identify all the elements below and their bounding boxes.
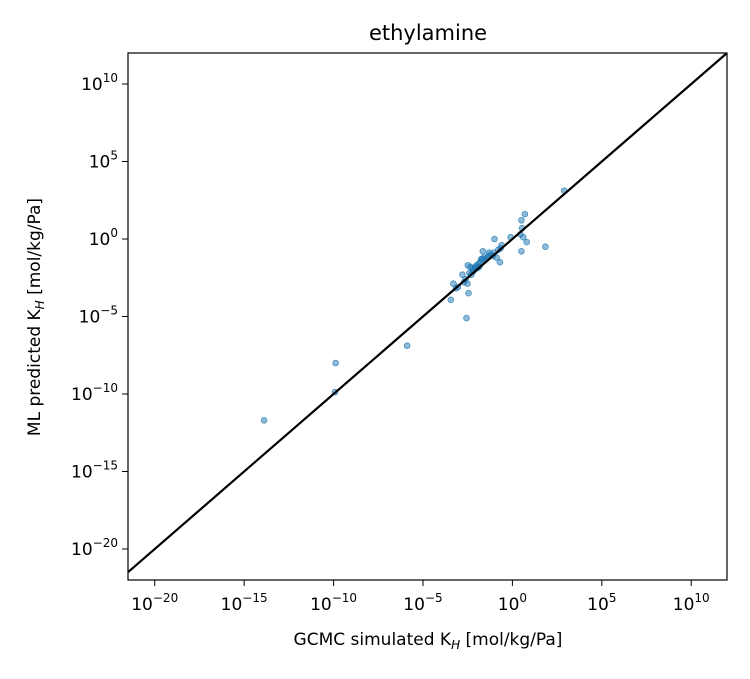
data-point xyxy=(464,280,471,288)
y-axis-label-subscript: H xyxy=(33,300,47,309)
y-tick-label: 10−15 xyxy=(71,459,118,483)
x-axis-label-text: GCMC simulated K xyxy=(294,630,452,650)
data-point xyxy=(479,248,487,255)
data-point xyxy=(518,217,525,224)
x-tick-label: 10−10 xyxy=(310,591,357,615)
y-axis-label: ML predicted KH [mol/kg/Pa] xyxy=(25,198,47,436)
x-tick-label: 10−15 xyxy=(221,591,268,615)
x-axis-label-subscript: H xyxy=(451,638,460,652)
x-tick-label: 10−20 xyxy=(131,591,178,615)
chart-title: ethylamine xyxy=(369,21,487,45)
y-tick-label: 100 xyxy=(89,226,118,250)
x-tick-label: 105 xyxy=(587,591,616,615)
data-point xyxy=(260,416,268,424)
y-axis-label-text: ML predicted K xyxy=(25,308,45,436)
y-tick-label: 105 xyxy=(89,149,118,173)
x-tick-label: 1010 xyxy=(673,591,710,615)
data-point xyxy=(518,248,525,255)
x-axis-label: GCMC simulated KH [mol/kg/Pa] xyxy=(294,630,563,652)
data-point xyxy=(459,271,466,279)
data-point xyxy=(496,258,504,266)
y-tick-label: 10−20 xyxy=(71,536,118,560)
data-point xyxy=(521,210,529,218)
data-point xyxy=(447,296,455,304)
y-tick-label: 10−5 xyxy=(79,304,118,328)
x-axis-label-unit: [mol/kg/Pa] xyxy=(460,630,562,650)
parity-line xyxy=(128,53,727,574)
data-point xyxy=(463,314,470,322)
data-point xyxy=(523,238,530,246)
data-points xyxy=(260,187,568,424)
data-point xyxy=(403,342,411,350)
data-point xyxy=(491,235,498,243)
x-tick-label: 10−5 xyxy=(403,591,442,615)
y-tick-label: 1010 xyxy=(81,71,118,95)
plot-area xyxy=(128,53,727,574)
y-axis-label-unit: [mol/kg/Pa] xyxy=(25,198,45,300)
data-point xyxy=(542,243,549,251)
x-axis: 10−20 10−15 10−10 10−5 100 105 1010 xyxy=(131,580,710,615)
data-point xyxy=(519,233,527,241)
y-axis: 10−20 10−15 10−10 10−5 100 105 1010 xyxy=(71,71,128,560)
plot-frame xyxy=(127,52,728,581)
y-tick-label: 10−10 xyxy=(71,381,118,405)
x-tick-label: 100 xyxy=(498,591,527,615)
data-point xyxy=(465,289,472,297)
data-point xyxy=(493,254,500,261)
data-point xyxy=(332,359,339,367)
